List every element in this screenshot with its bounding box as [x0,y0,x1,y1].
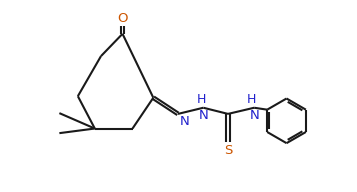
Text: H: H [196,93,206,106]
Text: H: H [247,93,257,106]
Text: N: N [249,108,259,122]
Text: N: N [198,108,208,122]
Text: O: O [117,12,128,25]
Text: N: N [180,115,189,128]
Text: S: S [224,144,232,157]
